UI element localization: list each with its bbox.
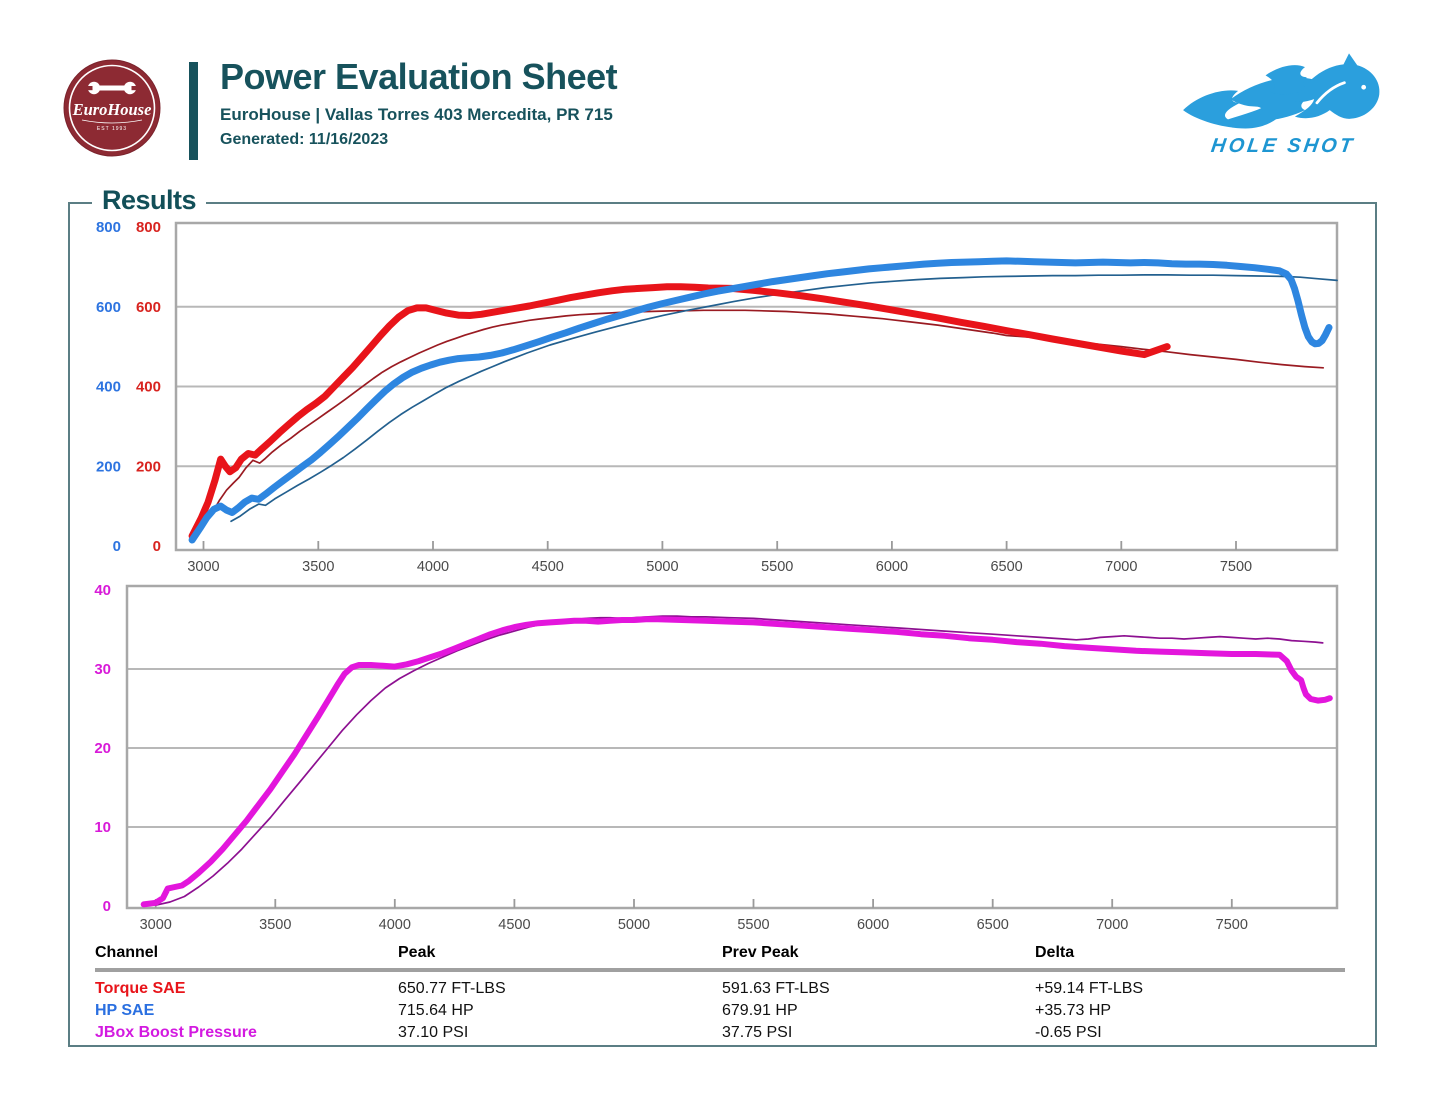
prev-peak-value: 591.63 FT-LBS — [722, 980, 830, 997]
holeshot-wordmark: HOLE SHOT — [1209, 135, 1357, 157]
channel-label: HP SAE — [95, 1002, 155, 1019]
results-legend: Results — [92, 185, 207, 216]
delta-value: +59.14 FT-LBS — [1035, 980, 1144, 997]
results-table: Channel Peak Prev Peak Delta Torque SAE … — [95, 942, 1345, 1044]
prev-peak-value: 679.91 HP — [722, 1002, 798, 1019]
page-title: Power Evaluation Sheet — [220, 56, 618, 97]
holeshot-logo: HOLE SHOT — [1168, 46, 1398, 164]
prev-peak-value: 37.75 PSI — [722, 1024, 793, 1041]
badge-name-text: EuroHouse — [72, 100, 152, 119]
eurohouse-logo: EuroHouse EST 1993 — [63, 59, 161, 157]
badge-est-text: EST 1993 — [97, 126, 127, 132]
table-row-boost: JBox Boost Pressure 37.10 PSI 37.75 PSI … — [95, 1022, 1345, 1044]
generated-date: Generated: 11/16/2023 — [220, 131, 389, 148]
table-row-torque: Torque SAE 650.77 FT-LBS 591.63 FT-LBS +… — [95, 978, 1345, 1000]
results-panel: Results — [68, 185, 1377, 1047]
title-accent-bar — [189, 62, 198, 160]
col-header-channel: Channel — [95, 944, 159, 961]
horse-eye — [1361, 84, 1367, 90]
delta-value: -0.65 PSI — [1035, 1024, 1102, 1041]
channel-label: Torque SAE — [95, 980, 186, 997]
delta-value: +35.73 HP — [1035, 1002, 1112, 1019]
table-header-row: Channel Peak Prev Peak Delta — [95, 942, 1345, 964]
peak-value: 715.64 HP — [398, 1002, 474, 1019]
table-row-hp: HP SAE 715.64 HP 679.91 HP +35.73 HP — [95, 1000, 1345, 1022]
channel-label: JBox Boost Pressure — [95, 1024, 257, 1041]
table-separator — [95, 968, 1345, 972]
col-header-peak: Peak — [398, 944, 436, 961]
peak-value: 37.10 PSI — [398, 1024, 469, 1041]
col-header-delta: Delta — [1035, 944, 1075, 961]
peak-value: 650.77 FT-LBS — [398, 980, 506, 997]
wrench-icon — [86, 81, 138, 95]
shop-address: EuroHouse | Vallas Torres 403 Mercedita,… — [220, 105, 613, 124]
horse-flame-icon — [1183, 53, 1380, 129]
col-header-prev-peak: Prev Peak — [722, 944, 799, 961]
